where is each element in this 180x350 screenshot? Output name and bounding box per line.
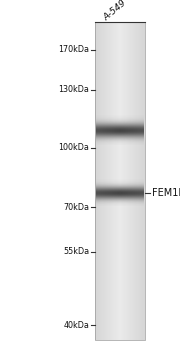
Text: 40kDa: 40kDa bbox=[63, 321, 89, 329]
Bar bbox=[95, 22, 145, 340]
Text: A-549: A-549 bbox=[102, 0, 128, 22]
Text: 55kDa: 55kDa bbox=[63, 247, 89, 257]
Text: FEM1B: FEM1B bbox=[152, 188, 180, 198]
Text: 130kDa: 130kDa bbox=[58, 85, 89, 94]
Text: 100kDa: 100kDa bbox=[58, 144, 89, 153]
Text: 70kDa: 70kDa bbox=[63, 203, 89, 211]
Text: 170kDa: 170kDa bbox=[58, 46, 89, 55]
